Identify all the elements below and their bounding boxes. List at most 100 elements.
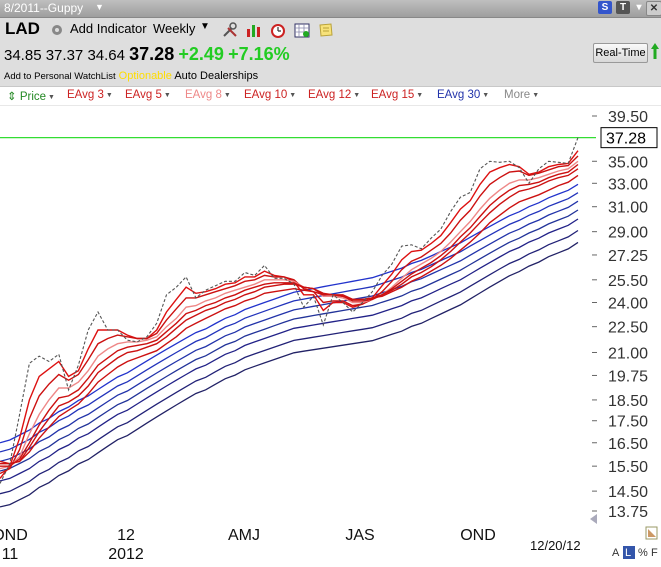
scale-toggle-f[interactable]: F <box>651 547 658 559</box>
price-updown-icon: ⇕ <box>7 91 20 103</box>
scroll-triangle-icon[interactable] <box>590 514 597 524</box>
y-tick-label: 39.50 <box>608 109 648 126</box>
x-tick-label: 12 <box>117 527 135 544</box>
eavg-long-line <box>0 192 579 453</box>
legend-label: EAvg 12 <box>308 89 352 101</box>
tv-icon[interactable]: T <box>616 1 630 14</box>
y-tick-label: 18.50 <box>608 393 648 410</box>
series-line-eavg-12 <box>0 168 579 465</box>
eavg-long-line <box>0 229 579 495</box>
eavg-long-line <box>0 209 579 472</box>
y-axis-panel <box>592 106 661 567</box>
menu-dropdown-icon[interactable]: ▾ <box>636 2 642 13</box>
series-line-eavg-5 <box>0 155 579 475</box>
legend-label: EAvg 3 <box>67 89 104 101</box>
y-tick-label: 24.00 <box>608 296 648 313</box>
y-tick-label: 33.00 <box>608 176 648 193</box>
eavg-long-line <box>0 200 579 463</box>
legend-item-eavg-5[interactable]: EAvg 5 ▼ <box>125 89 171 101</box>
x-tick-sublabel: 2012 <box>108 546 144 563</box>
scale-toggle-%[interactable]: % <box>638 547 648 559</box>
series-line-eavg-3 <box>0 150 579 479</box>
series-line-eavg-8 <box>0 160 579 470</box>
indicator-legend: ⇕ Price ▼ EAvg 3 ▼ EAvg 5 ▼ EAvg 8 ▼ EAvg 10 ▼ EAv… <box>0 87 661 106</box>
legend-item-eavg-30[interactable]: EAvg 30 ▼ <box>437 89 489 101</box>
legend-dropdown-icon[interactable]: ▼ <box>416 92 424 99</box>
legend-dropdown-icon[interactable]: ▼ <box>223 92 231 99</box>
last-price: 37.28 <box>129 44 175 64</box>
change-percent: +7.16% <box>228 44 290 64</box>
x-tick-label: OND <box>460 527 496 544</box>
legend-item-eavg-3[interactable]: EAvg 3 ▼ <box>67 89 113 101</box>
industry-link[interactable]: Auto Dealerships <box>174 70 259 82</box>
y-tick-label: 21.00 <box>608 345 648 362</box>
s-icon[interactable]: S <box>598 1 612 14</box>
legend-item-price[interactable]: ⇕ Price ▼ <box>7 89 55 103</box>
add-indicator-button[interactable]: Add Indicator <box>70 21 147 36</box>
legend-dropdown-icon[interactable]: ▼ <box>532 92 540 99</box>
window-titlebar: 8/2011--Guppy ▼ S T ▾ ✕ <box>0 0 661 18</box>
y-tick-label: 17.50 <box>608 414 648 431</box>
y-tick-label: 14.50 <box>608 484 648 501</box>
eavg-long-line <box>0 218 579 482</box>
legend-label: More <box>504 89 531 101</box>
low-value: 34.64 <box>87 47 125 64</box>
legend-dropdown-icon[interactable]: ▼ <box>353 92 361 99</box>
y-tick-label: 31.00 <box>608 200 648 217</box>
period-select[interactable]: Weekly <box>153 21 196 36</box>
legend-dropdown-icon[interactable]: ▼ <box>482 92 490 99</box>
legend-item-eavg-15[interactable]: EAvg 15 ▼ <box>371 89 423 101</box>
pencil-icon-frame[interactable] <box>645 526 658 540</box>
eavg-long-line <box>0 241 579 508</box>
open-value: 34.85 <box>4 47 42 64</box>
tools-icon[interactable] <box>222 22 238 38</box>
y-tick-label: 16.50 <box>608 436 648 453</box>
period-dropdown-icon[interactable]: ▼ <box>200 21 210 32</box>
close-icon[interactable]: ✕ <box>646 1 661 16</box>
legend-label: Price <box>19 91 47 103</box>
alarm-clock-icon[interactable] <box>270 22 286 38</box>
legend-item-more[interactable]: More ▼ <box>504 89 539 101</box>
legend-dropdown-icon[interactable]: ▼ <box>289 92 297 99</box>
x-tick-label: JAS <box>345 527 374 544</box>
date-label: 12/20/12 <box>530 538 581 553</box>
window-title: 8/2011--Guppy <box>4 1 84 15</box>
note-icon[interactable] <box>318 22 334 38</box>
scale-toggle-a[interactable]: A <box>612 547 620 559</box>
legend-label: EAvg 15 <box>371 89 415 101</box>
y-tick-label: 22.50 <box>608 320 648 337</box>
legend-label: EAvg 8 <box>185 89 222 101</box>
legend-label: EAvg 5 <box>125 89 162 101</box>
watchlist-link[interactable]: Add to Personal WatchList <box>4 71 116 82</box>
legend-label: EAvg 10 <box>244 89 288 101</box>
legend-dropdown-icon[interactable]: ▼ <box>105 92 113 99</box>
legend-item-eavg-12[interactable]: EAvg 12 ▼ <box>308 89 360 101</box>
series-line-eavg-10 <box>0 163 579 467</box>
legend-item-eavg-8[interactable]: EAvg 8 ▼ <box>185 89 231 101</box>
x-tick-label: OND <box>0 527 28 544</box>
legend-dropdown-icon[interactable]: ▼ <box>48 94 55 101</box>
legend-dropdown-icon[interactable]: ▼ <box>163 92 171 99</box>
eavg-long-line <box>0 183 579 444</box>
series-line-eavg-15 <box>0 174 579 465</box>
series-line-price <box>0 137 579 484</box>
realtime-button[interactable]: Real-Time <box>593 43 648 63</box>
last-price-box <box>600 127 658 149</box>
legend-label: EAvg 30 <box>437 89 481 101</box>
symbol-label: LAD <box>5 19 40 38</box>
scale-l-bg <box>623 546 635 559</box>
calendar-grid-icon[interactable] <box>294 22 310 38</box>
gear-icon[interactable] <box>50 23 66 39</box>
optionable-badge: Optionable <box>118 70 172 82</box>
scale-toggle-l[interactable]: L <box>625 547 631 559</box>
legend-item-eavg-10[interactable]: EAvg 10 ▼ <box>244 89 296 101</box>
y-tick-label: 27.25 <box>608 248 648 265</box>
change-value: +2.49 <box>178 44 224 64</box>
pencil-icon[interactable] <box>648 529 656 537</box>
up-arrow-icon <box>651 43 659 59</box>
x-tick-sublabel: 11 <box>2 546 19 563</box>
info-line: Add to Personal WatchList Optionable Aut… <box>4 70 258 82</box>
price-chart[interactable]: 39.50 35.00 33.00 31.00 29.00 27.25 25.50 24.00… <box>0 106 661 567</box>
bar-chart-icon[interactable] <box>246 22 262 38</box>
title-dropdown-icon[interactable]: ▼ <box>95 2 104 12</box>
